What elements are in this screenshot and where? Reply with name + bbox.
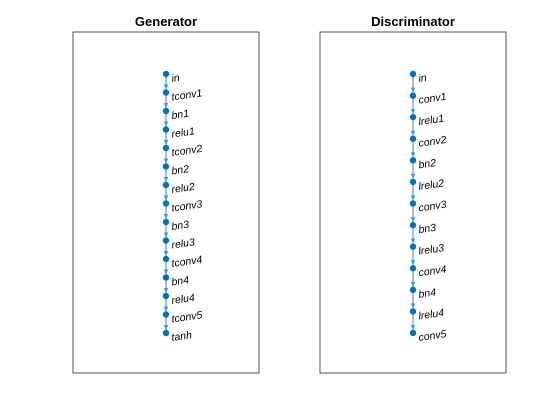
generator-node-label: bn1 <box>171 108 190 122</box>
discriminator-node <box>409 308 417 315</box>
discriminator-graph: in conv1 lrelu1 conv2 bn2 lrelu2 conv3 bn3 lrelu… <box>409 70 448 344</box>
generator-edge-arrowhead <box>163 251 169 256</box>
discriminator-node-label: conv5 <box>418 328 448 344</box>
generator-node <box>162 181 170 189</box>
generator-node <box>162 70 170 78</box>
generator-node-label: in <box>171 72 181 85</box>
discriminator-node-label: conv1 <box>418 91 447 107</box>
generator-node-label: tconv5 <box>171 309 203 325</box>
discriminator-node-label: bn2 <box>418 157 437 171</box>
generator-node-label: tanh <box>171 329 193 344</box>
generator-edge-arrowhead <box>163 121 169 127</box>
generator-node <box>162 163 170 170</box>
discriminator-edge-arrowhead <box>410 303 416 309</box>
discriminator-node <box>409 265 417 272</box>
discriminator-node <box>409 329 417 337</box>
discriminator-node <box>409 92 417 99</box>
generator-edge-arrowhead <box>163 325 169 330</box>
generator-graph: in tconv1 bn1 relu1 tconv2 bn2 relu2 tconv3 bn3 r… <box>162 70 203 344</box>
discriminator-edge-arrowhead <box>410 195 416 201</box>
discriminator-node-label: lrelu3 <box>418 242 445 257</box>
generator-node <box>162 218 170 226</box>
generator-node-label: tconv4 <box>171 254 203 270</box>
generator-node-label: bn3 <box>171 219 190 233</box>
generator-edge-arrowhead <box>163 232 169 238</box>
discriminator-edge-arrowhead <box>410 325 416 330</box>
generator-edge-arrowhead <box>163 140 169 145</box>
generator-node <box>162 144 170 152</box>
discriminator-edge-arrowhead <box>410 260 416 266</box>
discriminator-edge-arrowhead <box>410 152 416 158</box>
generator-edge-arrowhead <box>163 177 169 182</box>
generator-node-label: relu1 <box>171 125 196 140</box>
discriminator-edge-arrowhead <box>410 87 416 93</box>
generator-node <box>162 274 170 281</box>
discriminator-node <box>409 135 417 142</box>
discriminator-node <box>409 70 417 78</box>
generator-edge-arrowhead <box>163 158 169 164</box>
discriminator-node-label: conv3 <box>418 199 448 215</box>
discriminator-edge-arrowhead <box>410 217 416 223</box>
discriminator-node <box>409 243 417 250</box>
generator-edge-arrowhead <box>163 195 169 201</box>
discriminator-node-label: bn3 <box>418 222 437 236</box>
discriminator-edge-arrowhead <box>410 130 416 136</box>
discriminator-edge-arrowhead <box>410 281 416 287</box>
discriminator-node-label: in <box>418 72 428 85</box>
discriminator-edge-arrowhead <box>410 238 416 244</box>
discriminator-node <box>409 113 417 121</box>
generator-node <box>162 89 170 96</box>
discriminator-node-label: lrelu2 <box>418 177 445 192</box>
discriminator-node <box>409 200 417 207</box>
generator-panel: Generator in tconv1 bn1 relu1 tconv2 bn2 relu2… <box>72 14 260 374</box>
generator-node <box>162 107 170 115</box>
discriminator-title: Discriminator <box>371 14 455 29</box>
generator-edge-arrowhead <box>163 103 169 108</box>
generator-node-label: bn4 <box>171 274 190 288</box>
discriminator-edge-arrowhead <box>410 173 416 179</box>
generator-node-label: relu4 <box>171 292 196 307</box>
generator-node-label: tconv3 <box>171 198 203 214</box>
generator-title: Generator <box>135 14 197 29</box>
generator-edge-arrowhead <box>163 214 169 219</box>
generator-node <box>162 292 170 300</box>
generator-node-label: relu3 <box>171 236 196 251</box>
generator-edge-arrowhead <box>163 306 169 312</box>
generator-node <box>162 200 170 207</box>
generator-edge-arrowhead <box>163 84 169 90</box>
generator-node-label: bn2 <box>171 163 190 177</box>
generator-node-label: tconv1 <box>171 87 203 103</box>
generator-node <box>162 311 170 318</box>
generator-edge-arrowhead <box>163 269 169 275</box>
discriminator-node-label: lrelu1 <box>418 113 445 128</box>
generator-node-label: relu2 <box>171 181 196 196</box>
generator-node <box>162 126 170 133</box>
discriminator-node <box>409 221 417 229</box>
generator-node <box>162 329 170 337</box>
discriminator-node-label: conv4 <box>418 263 448 279</box>
generator-node <box>162 255 170 263</box>
generator-node-label: tconv2 <box>171 143 203 159</box>
generator-node <box>162 237 170 244</box>
discriminator-node <box>409 157 417 164</box>
discriminator-node-label: lrelu4 <box>418 307 445 322</box>
discriminator-node-label: bn4 <box>418 286 437 300</box>
discriminator-node <box>409 178 417 186</box>
discriminator-node-label: conv2 <box>418 134 448 150</box>
generator-edge-arrowhead <box>163 288 169 293</box>
discriminator-edge-arrowhead <box>410 109 416 115</box>
discriminator-node <box>409 286 417 294</box>
discriminator-panel: Discriminator in conv1 lrelu1 conv2 bn2 lrelu… <box>319 14 507 374</box>
